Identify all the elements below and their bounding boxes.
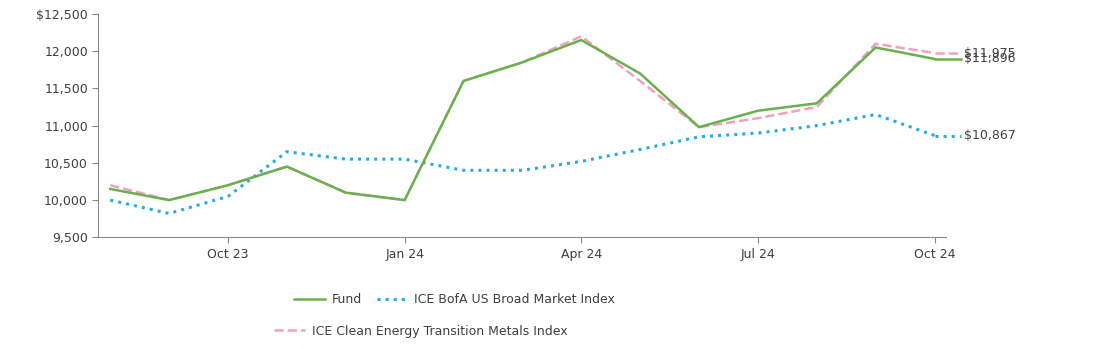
Fund (633, 72, 647, 76)
Line: Fund: Fund (110, 40, 934, 200)
ICE BofA US Broad Market Index (163, 211, 176, 216)
ICE Clean Energy Transition Metals Index (280, 164, 293, 169)
ICE BofA US Broad Market Index (869, 112, 882, 117)
Fund (928, 57, 941, 61)
ICE Clean Energy Transition Metals Index (811, 105, 824, 109)
ICE Clean Energy Transition Metals Index (869, 42, 882, 46)
ICE Clean Energy Transition Metals Index (457, 79, 470, 83)
Fund (574, 38, 587, 42)
Text: $10,867: $10,867 (964, 129, 1015, 142)
ICE BofA US Broad Market Index (398, 157, 411, 161)
Fund (280, 164, 293, 169)
ICE BofA US Broad Market Index (339, 157, 352, 161)
Fund (163, 198, 176, 202)
ICE Clean Energy Transition Metals Index (633, 79, 647, 83)
ICE Clean Energy Transition Metals Index (928, 51, 941, 55)
ICE Clean Energy Transition Metals Index (752, 116, 765, 120)
Line: ICE Clean Energy Transition Metals Index: ICE Clean Energy Transition Metals Index (110, 36, 934, 200)
Fund (516, 60, 529, 65)
Fund (339, 191, 352, 195)
Text: $11,975: $11,975 (964, 46, 1015, 60)
ICE BofA US Broad Market Index (104, 198, 117, 202)
Fund (869, 45, 882, 50)
ICE Clean Energy Transition Metals Index (398, 198, 411, 202)
ICE Clean Energy Transition Metals Index (339, 191, 352, 195)
ICE Clean Energy Transition Metals Index (516, 60, 529, 65)
ICE BofA US Broad Market Index (280, 150, 293, 154)
ICE Clean Energy Transition Metals Index (104, 183, 117, 187)
Fund (457, 79, 470, 83)
Legend: ICE Clean Energy Transition Metals Index: ICE Clean Energy Transition Metals Index (269, 320, 572, 343)
ICE BofA US Broad Market Index (457, 168, 470, 172)
Line: ICE BofA US Broad Market Index: ICE BofA US Broad Market Index (110, 114, 934, 214)
Fund (811, 101, 824, 105)
ICE BofA US Broad Market Index (752, 131, 765, 135)
Fund (104, 187, 117, 191)
Text: $11,896: $11,896 (964, 52, 1015, 65)
Fund (221, 183, 234, 187)
ICE BofA US Broad Market Index (633, 147, 647, 151)
ICE BofA US Broad Market Index (516, 168, 529, 172)
ICE BofA US Broad Market Index (928, 133, 941, 138)
ICE BofA US Broad Market Index (574, 159, 587, 163)
ICE BofA US Broad Market Index (693, 135, 706, 139)
Fund (693, 125, 706, 129)
ICE BofA US Broad Market Index (221, 194, 234, 199)
ICE BofA US Broad Market Index (811, 124, 824, 128)
ICE Clean Energy Transition Metals Index (574, 34, 587, 38)
ICE Clean Energy Transition Metals Index (221, 183, 234, 187)
ICE Clean Energy Transition Metals Index (693, 125, 706, 129)
Fund (752, 109, 765, 113)
Fund (398, 198, 411, 202)
ICE Clean Energy Transition Metals Index (163, 198, 176, 202)
